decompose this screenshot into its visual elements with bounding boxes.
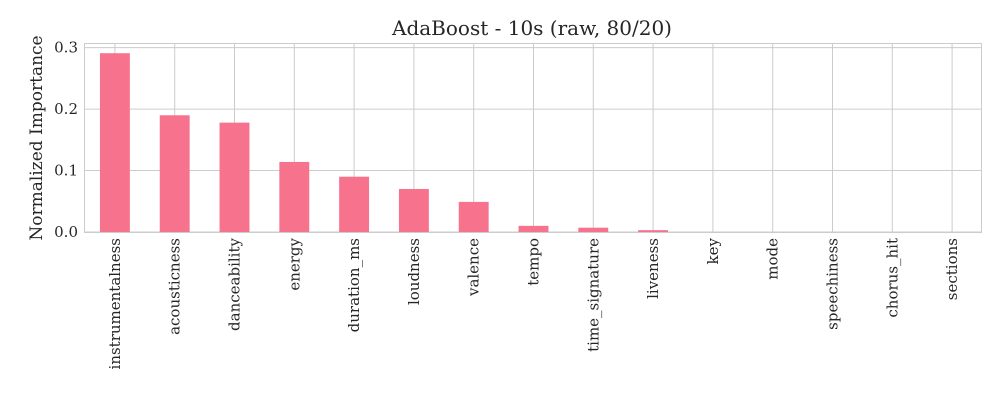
x-tick-label: valence	[465, 238, 483, 297]
y-tick-layer: 0.0 0.1 0.2 0.3	[54, 39, 78, 241]
x-tick-label: liveness	[644, 238, 662, 299]
y-tick-label: 0.2	[54, 100, 78, 118]
grid-layer	[85, 44, 982, 233]
x-tick-label: duration_ms	[345, 238, 363, 332]
bar	[159, 115, 190, 232]
plot-frame	[84, 43, 982, 233]
x-tick-label: loudness	[405, 238, 423, 305]
bar	[578, 227, 609, 232]
y-tick-label: 0.1	[54, 162, 78, 180]
bar	[458, 201, 489, 232]
bar	[339, 176, 370, 232]
y-tick-label: 0.0	[54, 223, 78, 241]
bar	[99, 53, 130, 233]
x-tick-label: danceability	[226, 237, 244, 330]
bar	[398, 188, 429, 232]
bar	[518, 225, 549, 232]
x-tick-label: tempo	[525, 238, 543, 286]
y-axis-label: Normalized Importance	[27, 35, 47, 240]
x-tick-label: acousticness	[166, 238, 184, 335]
x-tick-layer: instrumentalness acousticness danceability…	[106, 237, 961, 369]
bar	[638, 230, 669, 232]
x-tick-label: time_signature	[584, 238, 602, 352]
x-tick-label: key	[704, 237, 722, 264]
x-tick-label: chorus_hit	[883, 238, 901, 318]
x-tick-label: mode	[764, 238, 782, 280]
x-tick-label: speechiness	[824, 238, 842, 330]
bar	[219, 122, 250, 232]
x-tick-label: energy	[285, 237, 303, 290]
chart-title: AdaBoost - 10s (raw, 80/20)	[391, 16, 672, 40]
y-tick-label: 0.3	[54, 39, 78, 57]
bar	[279, 161, 310, 232]
bar-layer	[99, 53, 669, 233]
x-tick-label: sections	[943, 238, 961, 300]
x-tick-label: instrumentalness	[106, 238, 124, 369]
